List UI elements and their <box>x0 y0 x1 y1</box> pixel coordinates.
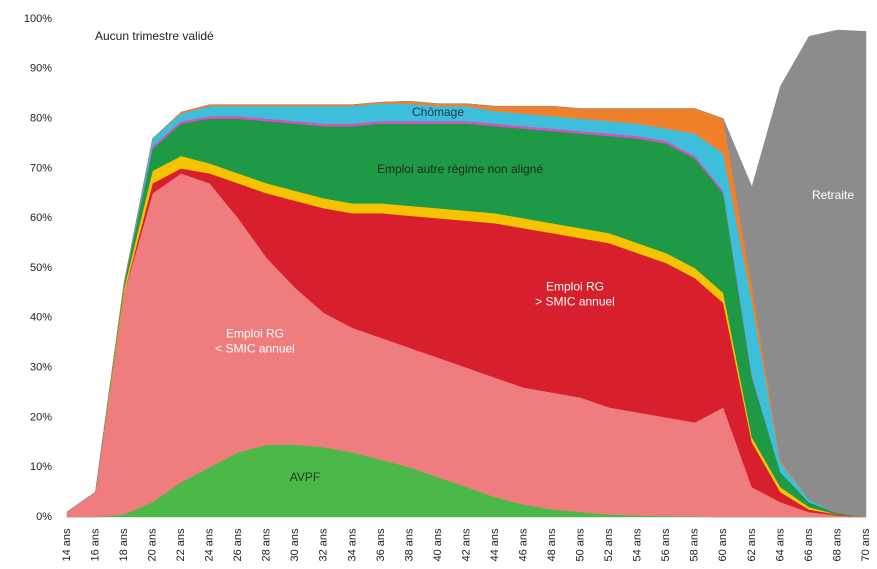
y-tick-label: 80% <box>30 113 52 125</box>
label-line: < SMIC annuel <box>215 342 295 356</box>
series-label: Emploi RG < SMIC annuel <box>215 327 295 356</box>
x-tick-label: 42 ans <box>460 528 472 562</box>
x-tick-label: 26 ans <box>232 528 244 562</box>
x-tick-label: 30 ans <box>289 528 301 562</box>
x-tick-label: 32 ans <box>318 528 330 562</box>
x-tick-label: 14 ans <box>61 528 73 562</box>
x-tick-label: 52 ans <box>603 528 615 562</box>
x-tick-label: 58 ans <box>689 528 701 562</box>
series-label: AVPF <box>290 470 320 484</box>
x-tick-label: 64 ans <box>774 528 786 562</box>
y-tick-label: 40% <box>30 312 52 324</box>
x-tick-label: 60 ans <box>717 528 729 562</box>
x-tick-label: 66 ans <box>803 528 815 562</box>
label-line: Emploi RG <box>226 327 284 341</box>
y-tick-label: 10% <box>30 461 52 473</box>
label-line: Emploi RG <box>546 280 604 294</box>
y-tick-label: 30% <box>30 362 52 374</box>
y-tick-label: 100% <box>24 13 52 25</box>
x-tick-label: 40 ans <box>432 528 444 562</box>
x-tick-label: 34 ans <box>346 528 358 562</box>
y-tick-label: 50% <box>30 262 52 274</box>
x-tick-label: 54 ans <box>632 528 644 562</box>
x-tick-label: 44 ans <box>489 528 501 562</box>
x-tick-label: 16 ans <box>89 528 101 562</box>
x-tick-label: 28 ans <box>261 528 273 562</box>
x-tick-label: 20 ans <box>147 528 159 562</box>
series-label: Emploi autre régime non aligné <box>377 162 543 176</box>
annotation: Aucun trimestre validé <box>95 29 214 43</box>
x-tick-label: 68 ans <box>831 528 843 562</box>
y-tick-label: 0% <box>36 511 52 523</box>
series-label: Chômage <box>412 105 464 119</box>
series-label: Retraite <box>812 188 854 202</box>
series-label: Emploi RG > SMIC annuel <box>535 280 615 309</box>
y-tick-label: 70% <box>30 162 52 174</box>
x-tick-label: 56 ans <box>660 528 672 562</box>
y-tick-label: 90% <box>30 63 52 75</box>
label-line: > SMIC annuel <box>535 295 615 309</box>
x-tick-label: 36 ans <box>375 528 387 562</box>
area <box>66 29 867 518</box>
x-tick-label: 70 ans <box>860 528 872 562</box>
x-tick-label: 50 ans <box>575 528 587 562</box>
x-tick-label: 18 ans <box>118 528 130 562</box>
x-tick-label: 38 ans <box>403 528 415 562</box>
y-tick-label: 60% <box>30 212 52 224</box>
x-tick-label: 46 ans <box>517 528 529 562</box>
x-tick-label: 48 ans <box>546 528 558 562</box>
y-tick-label: 20% <box>30 411 52 423</box>
x-tick-label: 62 ans <box>746 528 758 562</box>
x-tick-label: 24 ans <box>204 528 216 562</box>
x-tick-label: 22 ans <box>175 528 187 562</box>
